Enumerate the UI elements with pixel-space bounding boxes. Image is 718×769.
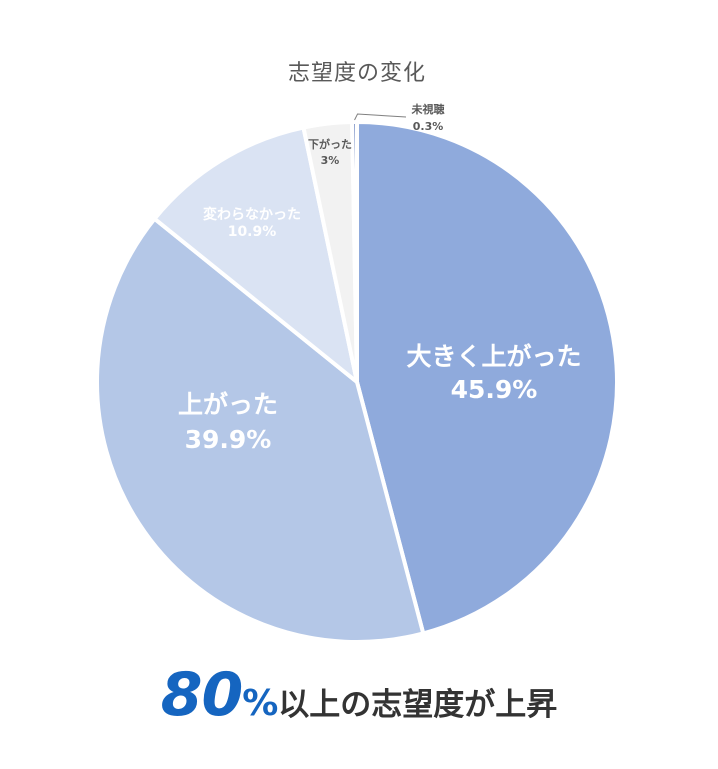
- slice-label: 未視聴: [411, 102, 445, 116]
- slice-label: 変わらなかった: [203, 206, 301, 223]
- headline-text: 以上の志望度が上昇: [278, 687, 558, 723]
- pie-slice: [152, 125, 359, 384]
- pie-slice: [95, 216, 426, 644]
- leader-line: [354, 113, 407, 121]
- slice-label: 大きく上がった: [406, 342, 581, 371]
- headline: 80%以上の志望度が上昇: [0, 660, 718, 730]
- headline-percent: %: [242, 683, 279, 724]
- chart-title: 志望度の変化: [288, 61, 426, 86]
- slice-label: 上がった: [178, 390, 278, 419]
- pie-slice: [355, 120, 619, 636]
- slice-value-label: 0.3%: [413, 120, 444, 133]
- pie-slices: [95, 119, 619, 644]
- slice-value-label: 10.9%: [228, 224, 277, 240]
- slice-value-label: 45.9%: [451, 375, 538, 404]
- slice-value-label: 3%: [321, 154, 340, 167]
- slice-value-label: 39.9%: [185, 425, 272, 454]
- headline-number: 80: [160, 660, 243, 730]
- slice-label: 下がった: [308, 137, 352, 151]
- pie-slice: [350, 119, 359, 384]
